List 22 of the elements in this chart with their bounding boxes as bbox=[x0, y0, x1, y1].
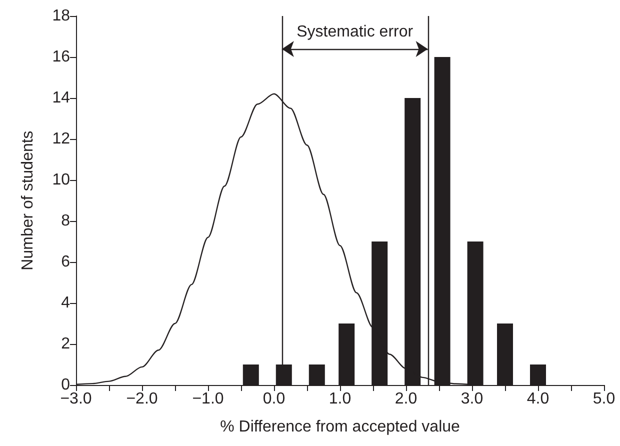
y-tick-label: 4 bbox=[61, 294, 70, 312]
x-tick-label: 1.0 bbox=[328, 390, 352, 408]
y-tick-label: 6 bbox=[61, 254, 70, 270]
x-tick-label: 5.0 bbox=[592, 390, 616, 408]
annotation: Systematic error bbox=[296, 24, 414, 40]
x-axis-title: % Difference from accepted value bbox=[220, 418, 460, 436]
x-tick-label: 4.0 bbox=[526, 390, 550, 408]
x-tick-label: −2.0 bbox=[126, 390, 158, 408]
y-tick-label: 10 bbox=[52, 172, 70, 188]
y-tick-label: 8 bbox=[61, 212, 70, 230]
x-tick-label: 2.0 bbox=[394, 390, 418, 408]
y-tick-label: 12 bbox=[52, 130, 70, 148]
x-tick-label: 0.0 bbox=[262, 390, 286, 408]
y-tick-label: 14 bbox=[52, 90, 70, 106]
x-tick-label: −1.0 bbox=[192, 390, 224, 408]
y-tick-label: 18 bbox=[52, 8, 70, 24]
x-tick-label: −3.0 bbox=[60, 390, 92, 408]
y-tick-label: 0 bbox=[61, 376, 70, 394]
y-tick-label: 16 bbox=[52, 48, 70, 66]
y-axis-title: Number of students bbox=[20, 130, 36, 270]
y-tick-label: 2 bbox=[61, 336, 70, 352]
x-tick-label: 3.0 bbox=[460, 390, 484, 408]
